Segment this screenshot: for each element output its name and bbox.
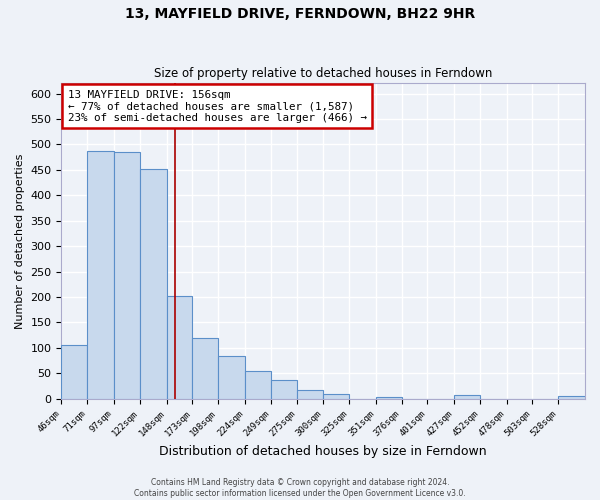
Bar [193, 338, 218, 398]
Y-axis label: Number of detached properties: Number of detached properties [15, 154, 25, 328]
Bar [245, 370, 271, 398]
Bar [323, 394, 349, 398]
Bar [218, 356, 245, 399]
Bar [61, 346, 87, 399]
Bar [87, 151, 114, 398]
Text: Contains HM Land Registry data © Crown copyright and database right 2024.
Contai: Contains HM Land Registry data © Crown c… [134, 478, 466, 498]
Bar [454, 394, 480, 398]
Bar [114, 152, 140, 398]
Bar [140, 169, 167, 398]
Text: 13, MAYFIELD DRIVE, FERNDOWN, BH22 9HR: 13, MAYFIELD DRIVE, FERNDOWN, BH22 9HR [125, 8, 475, 22]
Bar [376, 397, 401, 398]
X-axis label: Distribution of detached houses by size in Ferndown: Distribution of detached houses by size … [160, 444, 487, 458]
Bar [167, 296, 193, 398]
Bar [558, 396, 585, 398]
Text: 13 MAYFIELD DRIVE: 156sqm
← 77% of detached houses are smaller (1,587)
23% of se: 13 MAYFIELD DRIVE: 156sqm ← 77% of detac… [68, 90, 367, 122]
Bar [271, 380, 298, 398]
Bar [298, 390, 323, 398]
Title: Size of property relative to detached houses in Ferndown: Size of property relative to detached ho… [154, 66, 493, 80]
